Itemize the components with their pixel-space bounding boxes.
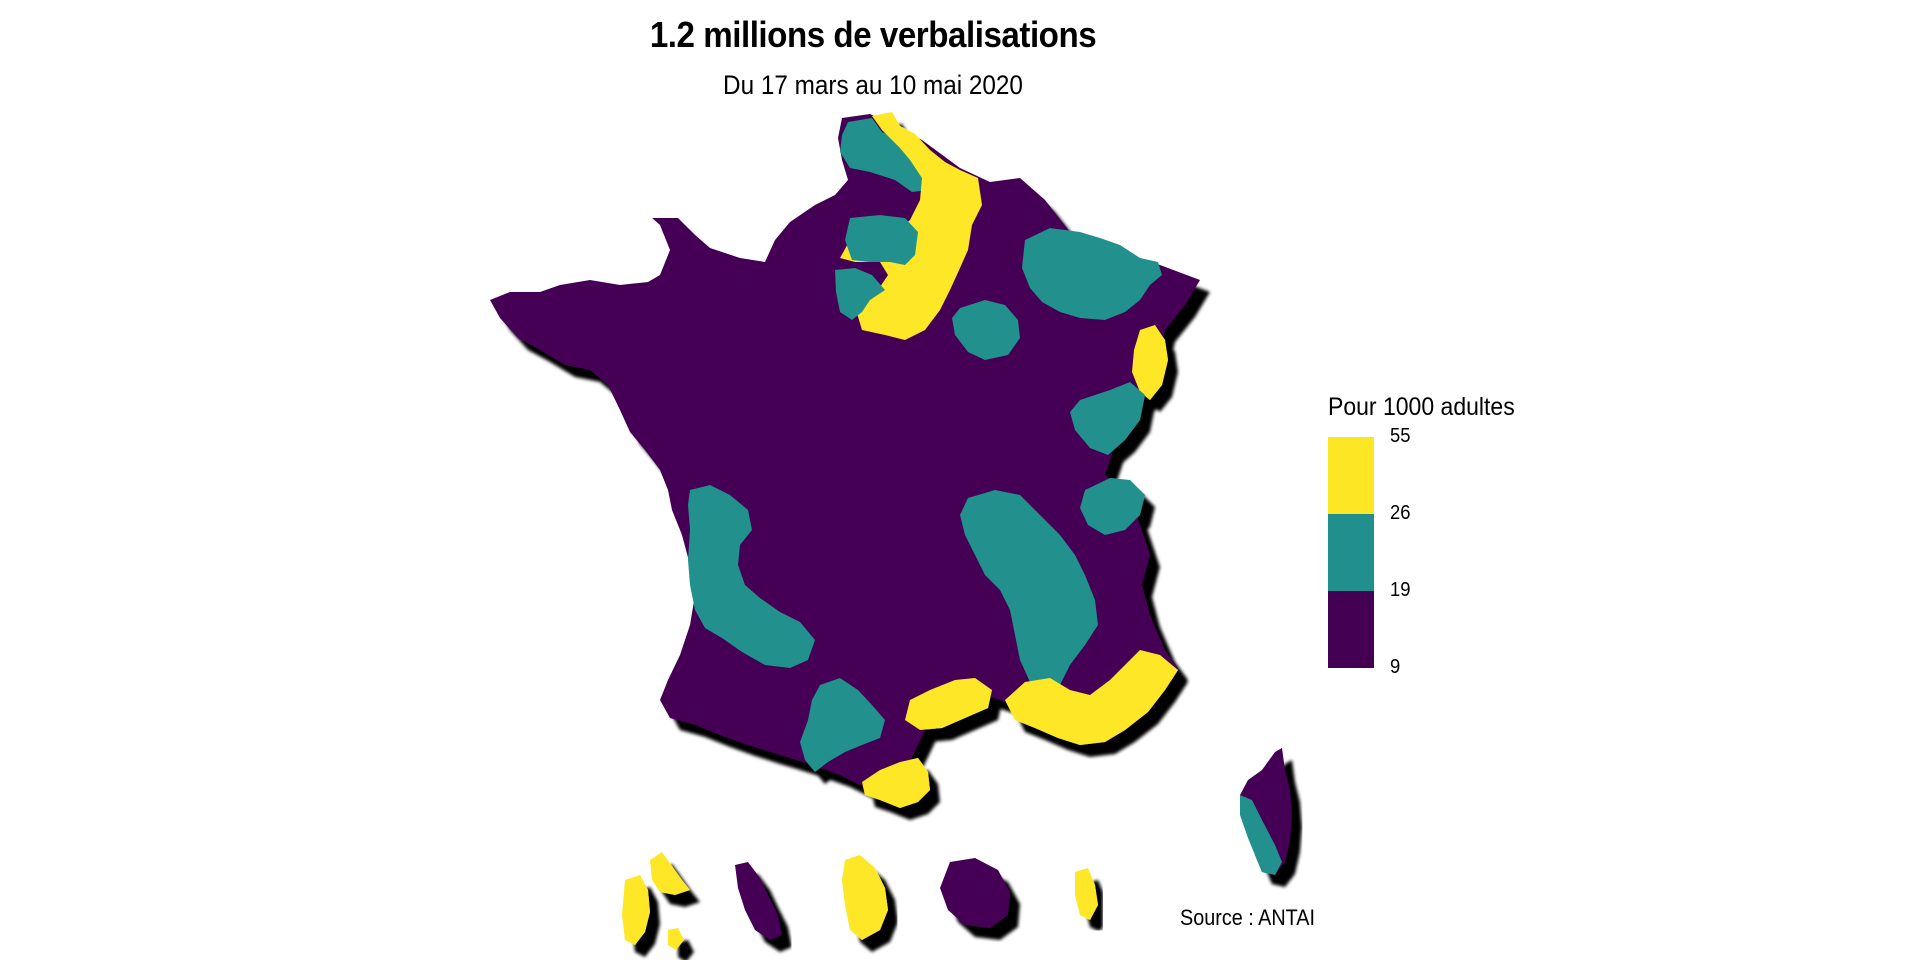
region-mayotte — [1075, 868, 1098, 920]
region-reunion — [940, 858, 1010, 928]
region-provence-yellow — [1005, 650, 1178, 745]
legend-swatch-mid — [1328, 514, 1374, 591]
region-roussillon-yellow — [862, 758, 930, 808]
mayotte — [1075, 868, 1098, 920]
legend-colorbar — [1328, 437, 1374, 668]
legend-break-55: 55 — [1390, 425, 1411, 447]
la-reunion — [940, 858, 1010, 928]
map-subtitle: Du 17 mars au 10 mai 2020 — [723, 70, 1023, 100]
guyane — [842, 855, 888, 940]
region-pyrenees-teal — [800, 678, 885, 772]
legend-swatch-low — [1328, 591, 1374, 668]
region-central-teal — [960, 490, 1098, 690]
corsica — [1240, 748, 1292, 875]
legend-swatch-high — [1328, 437, 1374, 514]
region-gironde-teal — [688, 485, 815, 668]
region-guadeloupe-basse-terre — [622, 875, 650, 945]
legend-break-19: 19 — [1390, 579, 1411, 601]
legend-break-26: 26 — [1390, 502, 1411, 524]
region-alsace-yellow — [1132, 325, 1168, 400]
legend-break-9: 9 — [1390, 656, 1401, 678]
source-caption: Source : ANTAI — [1180, 905, 1315, 930]
region-corsica-west-teal — [1240, 795, 1282, 875]
region-champagne-teal — [952, 300, 1020, 360]
region-north-teal — [840, 118, 928, 192]
guadeloupe — [622, 852, 690, 950]
legend-title: Pour 1000 adultes — [1328, 393, 1515, 421]
region-savoie-teal — [1080, 478, 1145, 535]
region-guyane — [842, 855, 888, 940]
region-martinique — [735, 862, 782, 940]
region-lorraine-teal — [1022, 228, 1162, 320]
region-jura-teal — [1070, 382, 1145, 455]
region-paris-south-teal — [835, 268, 885, 320]
region-marie-galante — [668, 928, 684, 950]
map-title: 1.2 millions de verbalisations — [649, 14, 1097, 55]
region-paris-west-teal — [845, 215, 918, 265]
metropolitan-france — [490, 112, 1200, 808]
region-guadeloupe-grande-terre — [650, 852, 690, 895]
martinique — [735, 862, 782, 940]
region-languedoc-yellow — [905, 678, 992, 730]
